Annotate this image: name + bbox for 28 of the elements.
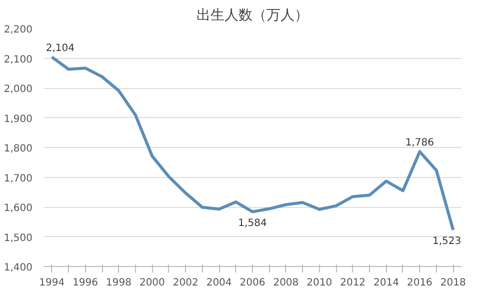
data-label: 1,584 — [238, 218, 267, 229]
x-tick-label: 2014 — [374, 278, 399, 288]
y-tick-label: 1,600 — [4, 203, 33, 214]
y-tick-label: 1,900 — [4, 114, 33, 125]
y-tick-label: 1,800 — [4, 144, 33, 154]
y-tick-label: 2,000 — [4, 84, 33, 95]
data-label: 1,786 — [405, 138, 434, 149]
x-tick-label: 1994 — [39, 278, 65, 288]
x-tick-label: 2004 — [206, 278, 232, 288]
x-tick-label: 1998 — [106, 278, 132, 288]
y-tick-label: 1,400 — [4, 262, 33, 274]
line-series — [50, 56, 455, 232]
x-tick-label: 2000 — [139, 278, 165, 288]
data-label: 1,523 — [432, 236, 462, 247]
y-tick-label: 1,500 — [4, 232, 33, 244]
x-tick-label: 1996 — [72, 278, 98, 288]
y-tick-label: 2,200 — [4, 24, 33, 36]
x-tick-label: 2012 — [340, 278, 366, 288]
x-tick-label: 2006 — [240, 278, 266, 288]
data-label: 2,104 — [46, 43, 74, 54]
x-tick-label: 2016 — [406, 278, 432, 288]
x-tick-label: 2002 — [172, 278, 198, 288]
x-tick-label: 2008 — [273, 278, 299, 288]
chart-title: 出生人数（万人） — [196, 8, 308, 24]
y-tick-label: 2,100 — [4, 54, 33, 66]
x-tick-label: 2018 — [440, 278, 466, 288]
y-tick-label: 1,700 — [4, 173, 33, 184]
x-tick-label: 2010 — [306, 278, 332, 288]
